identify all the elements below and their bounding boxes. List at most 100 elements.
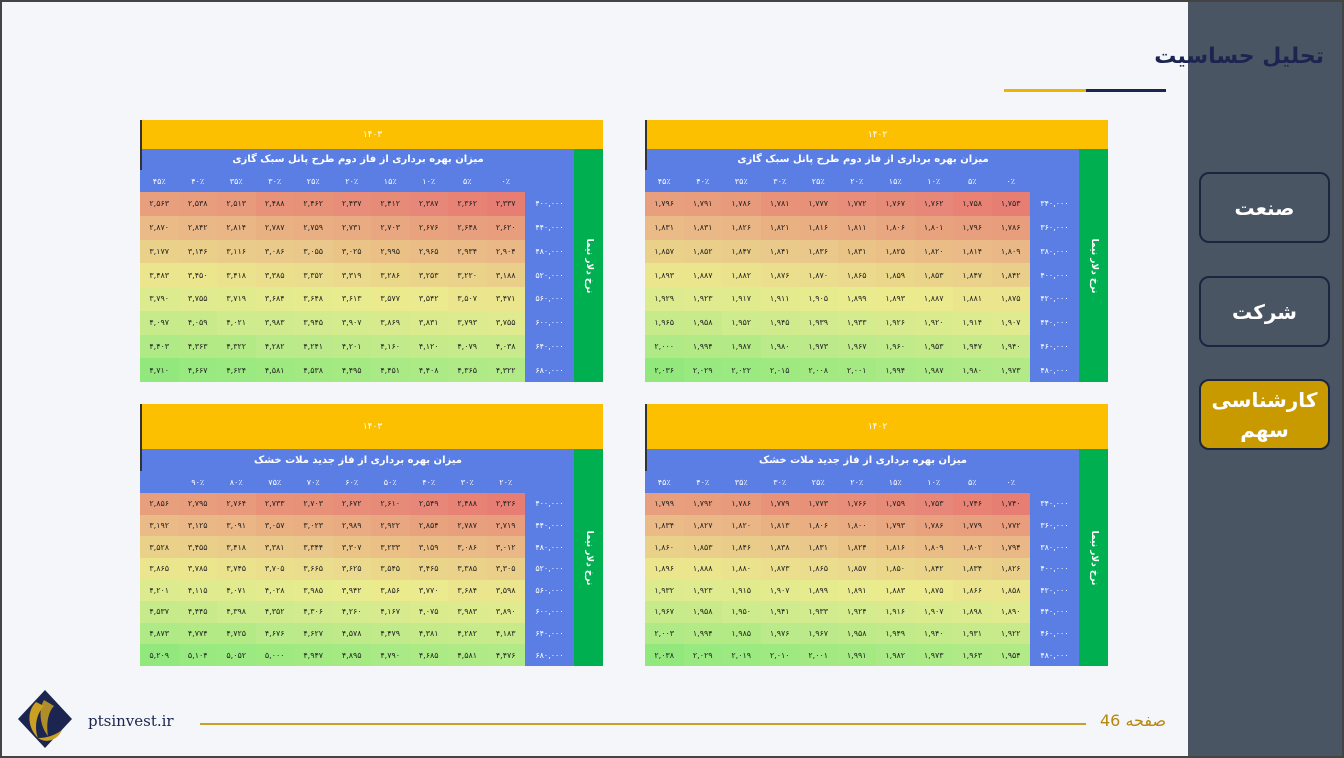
table-cell: ۲,۷۰۳: [371, 215, 410, 240]
column-header: ۴۰٪: [696, 176, 710, 186]
table-cell: ۴,۵۸۱: [255, 358, 294, 382]
table-cell: ۱,۸۰۹: [991, 239, 1030, 264]
table-cell: ۳,۵۰۷: [448, 287, 487, 311]
table-cell: ۱,۸۱۱: [837, 215, 876, 240]
table-cell: ۱,۸۵۹: [876, 263, 915, 287]
table-cell: ۱,۹۶۰: [876, 334, 915, 359]
nav-button-industry[interactable]: صنعت: [1199, 172, 1330, 243]
table-cell: ۳,۵۲۸: [140, 536, 179, 558]
table-cell: ۴,۰۷۵: [409, 601, 448, 623]
table-cell: ۳,۶۴۸: [294, 287, 333, 311]
table-row: ۳,۱۹۲ ۳,۱۲۵ ۳,۰۹۱ ۳,۰۵۷ ۳,۰۲۳ ۲,۹۸۹ ۲,۹۲۲ ۲,۸۵۴…: [140, 514, 574, 537]
table-cell: ۱,۹۴۹: [876, 622, 915, 645]
sensitivity-panel: ۱۴۰۳ میزان بهره برداری از فاز دوم طرح پان…: [140, 120, 603, 382]
table-cell: ۱,۹۶۷: [837, 334, 876, 359]
sensitivity-panel: ۱۴۰۳ میزان بهره برداری از فاز جدید ملات خ…: [140, 404, 603, 666]
table-cell: ۴,۸۷۳: [140, 622, 179, 645]
table-cell: ۳,۱۹۲: [140, 514, 179, 537]
column-header-spacer: [1030, 170, 1079, 192]
table-row: ۱,۹۲۹ ۱,۹۲۳ ۱,۹۱۷ ۱,۹۱۱ ۱,۹۰۵ ۱,۸۹۹ ۱,۸۹۳ ۱,۸۸۷…: [645, 287, 1079, 311]
column-header: ۲۰٪: [850, 176, 864, 186]
table-row: ۲,۰۰۰ ۱,۹۹۴ ۱,۹۸۷ ۱,۹۸۰ ۱,۹۷۳ ۱,۹۶۷ ۱,۹۶۰ ۱,۹۵۳…: [645, 334, 1079, 359]
table-cell: ۱,۹۰۷: [914, 601, 953, 623]
table-cell: ۱,۸۹۹: [837, 287, 876, 311]
table-cell: ۱,۸۸۸: [683, 557, 722, 580]
row-label: ۴۲۰,۰۰۰: [1030, 579, 1079, 602]
column-header: ۵٪: [967, 477, 977, 487]
table-cell: ۲,۸۵۴: [409, 514, 448, 537]
table-cell: ۱,۸۰۲: [953, 536, 992, 558]
table-row: ۱,۹۶۵ ۱,۹۵۸ ۱,۹۵۲ ۱,۹۴۵ ۱,۹۳۹ ۱,۹۳۳ ۱,۹۲۶ ۱,۹۲۰…: [645, 310, 1079, 335]
table-cell: ۳,۸۹۰: [486, 601, 525, 623]
table-row: ۴,۰۹۷ ۴,۰۵۹ ۴,۰۲۱ ۳,۹۸۳ ۳,۹۴۵ ۳,۹۰۷ ۳,۸۶۹ ۳,۸۳۱…: [140, 310, 574, 335]
table-cell: ۱,۷۷۹: [953, 514, 992, 537]
table-cell: ۴,۲۰۱: [332, 334, 371, 359]
table-cell: ۳,۹۴۵: [294, 310, 333, 335]
row-label: ۴۰۰,۰۰۰: [525, 493, 574, 515]
table-cell: ۱,۸۵۳: [914, 263, 953, 287]
table-cell: ۱,۸۳۱: [683, 215, 722, 240]
table-cell: ۱,۹۵۸: [683, 310, 722, 335]
table-cell: ۲,۷۹۵: [178, 493, 217, 515]
table-cell: ۴,۴۰۳: [140, 334, 179, 359]
nav-button-share-valuation[interactable]: کارشناسی سهم: [1199, 379, 1330, 450]
table-cell: ۲,۵۱۳: [217, 192, 256, 216]
column-header: ۵٪: [967, 176, 977, 186]
table-cell: ۱,۷۹۹: [645, 493, 684, 515]
table-row: ۲,۸۷۰ ۲,۸۴۲ ۲,۸۱۴ ۲,۷۸۷ ۲,۷۵۹ ۲,۷۳۱ ۲,۷۰۳ ۲,۶۷۶…: [140, 215, 574, 240]
table-cell: ۲,۸۵۶: [140, 493, 179, 515]
table-cell: ۱,۹۴۰: [914, 622, 953, 645]
table-cell: ۱,۸۵۰: [876, 557, 915, 580]
table-cell: ۳,۴۱۸: [217, 536, 256, 558]
table-cell: ۴,۶۶۷: [178, 358, 217, 382]
table-cell: ۱,۷۵۳: [991, 192, 1030, 216]
table-cell: ۱,۷۵۸: [953, 192, 992, 216]
side-label-bar: نرخ دلار نیما: [1079, 149, 1108, 382]
table-cell: ۴,۴۷۶: [486, 644, 525, 666]
row-label: ۴۰۰,۰۰۰: [1030, 263, 1079, 287]
table-cell: ۱,۷۶۲: [914, 192, 953, 216]
table-row: ۱,۸۶۰ ۱,۸۵۳ ۱,۸۴۶ ۱,۸۳۸ ۱,۸۳۱ ۱,۸۲۴ ۱,۸۱۶ ۱,۸۰۹…: [645, 536, 1079, 558]
table-cell: ۱,۸۱۶: [876, 536, 915, 558]
table-cell: ۴,۷۲۵: [217, 622, 256, 645]
table-cell: ۴,۰۲۱: [217, 310, 256, 335]
table-cell: ۲,۰۲۹: [683, 644, 722, 666]
table-body: ۲,۸۵۶ ۲,۷۹۵ ۲,۷۶۴ ۲,۷۳۳ ۲,۷۰۳ ۲,۶۷۲ ۲,۶۱۰ ۲,۵۴۹…: [140, 493, 574, 666]
column-header: ۱۵٪: [888, 176, 902, 186]
table-cell: ۲,۴۳۷: [332, 192, 371, 216]
table-row: ۴,۸۷۳ ۴,۷۷۴ ۴,۷۲۵ ۴,۶۷۶ ۴,۶۲۷ ۴,۵۷۸ ۴,۴۷۹ ۴,۳۸۱…: [140, 622, 574, 645]
row-label: ۳۶۰,۰۰۰: [1030, 514, 1079, 537]
table-cell: ۱,۸۹۳: [645, 263, 684, 287]
table-cell: ۴,۷۷۴: [178, 622, 217, 645]
website-link[interactable]: ptsinvest.ir: [88, 712, 174, 730]
column-header-spacer: [1030, 471, 1079, 493]
table-cell: ۲,۳۸۷: [409, 192, 448, 216]
panel-subtitle: میزان بهره برداری از فاز دوم طرح پانل سب…: [140, 149, 574, 170]
table-cell: ۲,۷۸۷: [255, 215, 294, 240]
table-cell: ۳,۲۸۶: [371, 263, 410, 287]
table-row: ۲,۰۳۸ ۲,۰۲۹ ۲,۰۱۹ ۲,۰۱۰ ۲,۰۰۱ ۱,۹۹۱ ۱,۹۸۲ ۱,۹۷۳…: [645, 644, 1079, 666]
nav-button-company[interactable]: شرکت: [1199, 276, 1330, 347]
table-cell: ۱,۸۲۱: [760, 215, 799, 240]
table-cell: ۲,۶۴۸: [448, 215, 487, 240]
table-cell: ۴,۴۹۵: [332, 358, 371, 382]
table-cell: ۱,۸۲۶: [722, 215, 761, 240]
column-header: ۳۵٪: [229, 176, 243, 186]
table-cell: ۳,۴۱۸: [217, 263, 256, 287]
table-cell: ۳,۹۸۳: [255, 310, 294, 335]
table-row: ۱,۹۳۲ ۱,۹۲۳ ۱,۹۱۵ ۱,۹۰۷ ۱,۸۹۹ ۱,۸۹۱ ۱,۸۸۳ ۱,۸۷۵…: [645, 579, 1079, 602]
table-cell: ۱,۸۶۵: [837, 263, 876, 287]
table-cell: ۱,۹۱۷: [722, 287, 761, 311]
row-label: ۳۶۰,۰۰۰: [1030, 215, 1079, 240]
table-cell: ۱,۹۳۲: [645, 579, 684, 602]
table-cell: ۲,۸۴۲: [178, 215, 217, 240]
table-cell: ۱,۷۹۲: [683, 493, 722, 515]
table-cell: ۴,۲۸۲: [255, 334, 294, 359]
table-cell: ۱,۹۵۲: [722, 310, 761, 335]
table-cell: ۳,۷۵۵: [178, 287, 217, 311]
table-cell: ۳,۸۵۶: [371, 579, 410, 602]
table-cell: ۳,۵۴۵: [371, 557, 410, 580]
company-logo-icon: [18, 690, 72, 748]
column-header: ۸۰٪: [229, 477, 243, 487]
table-cell: ۳,۶۱۳: [332, 287, 371, 311]
